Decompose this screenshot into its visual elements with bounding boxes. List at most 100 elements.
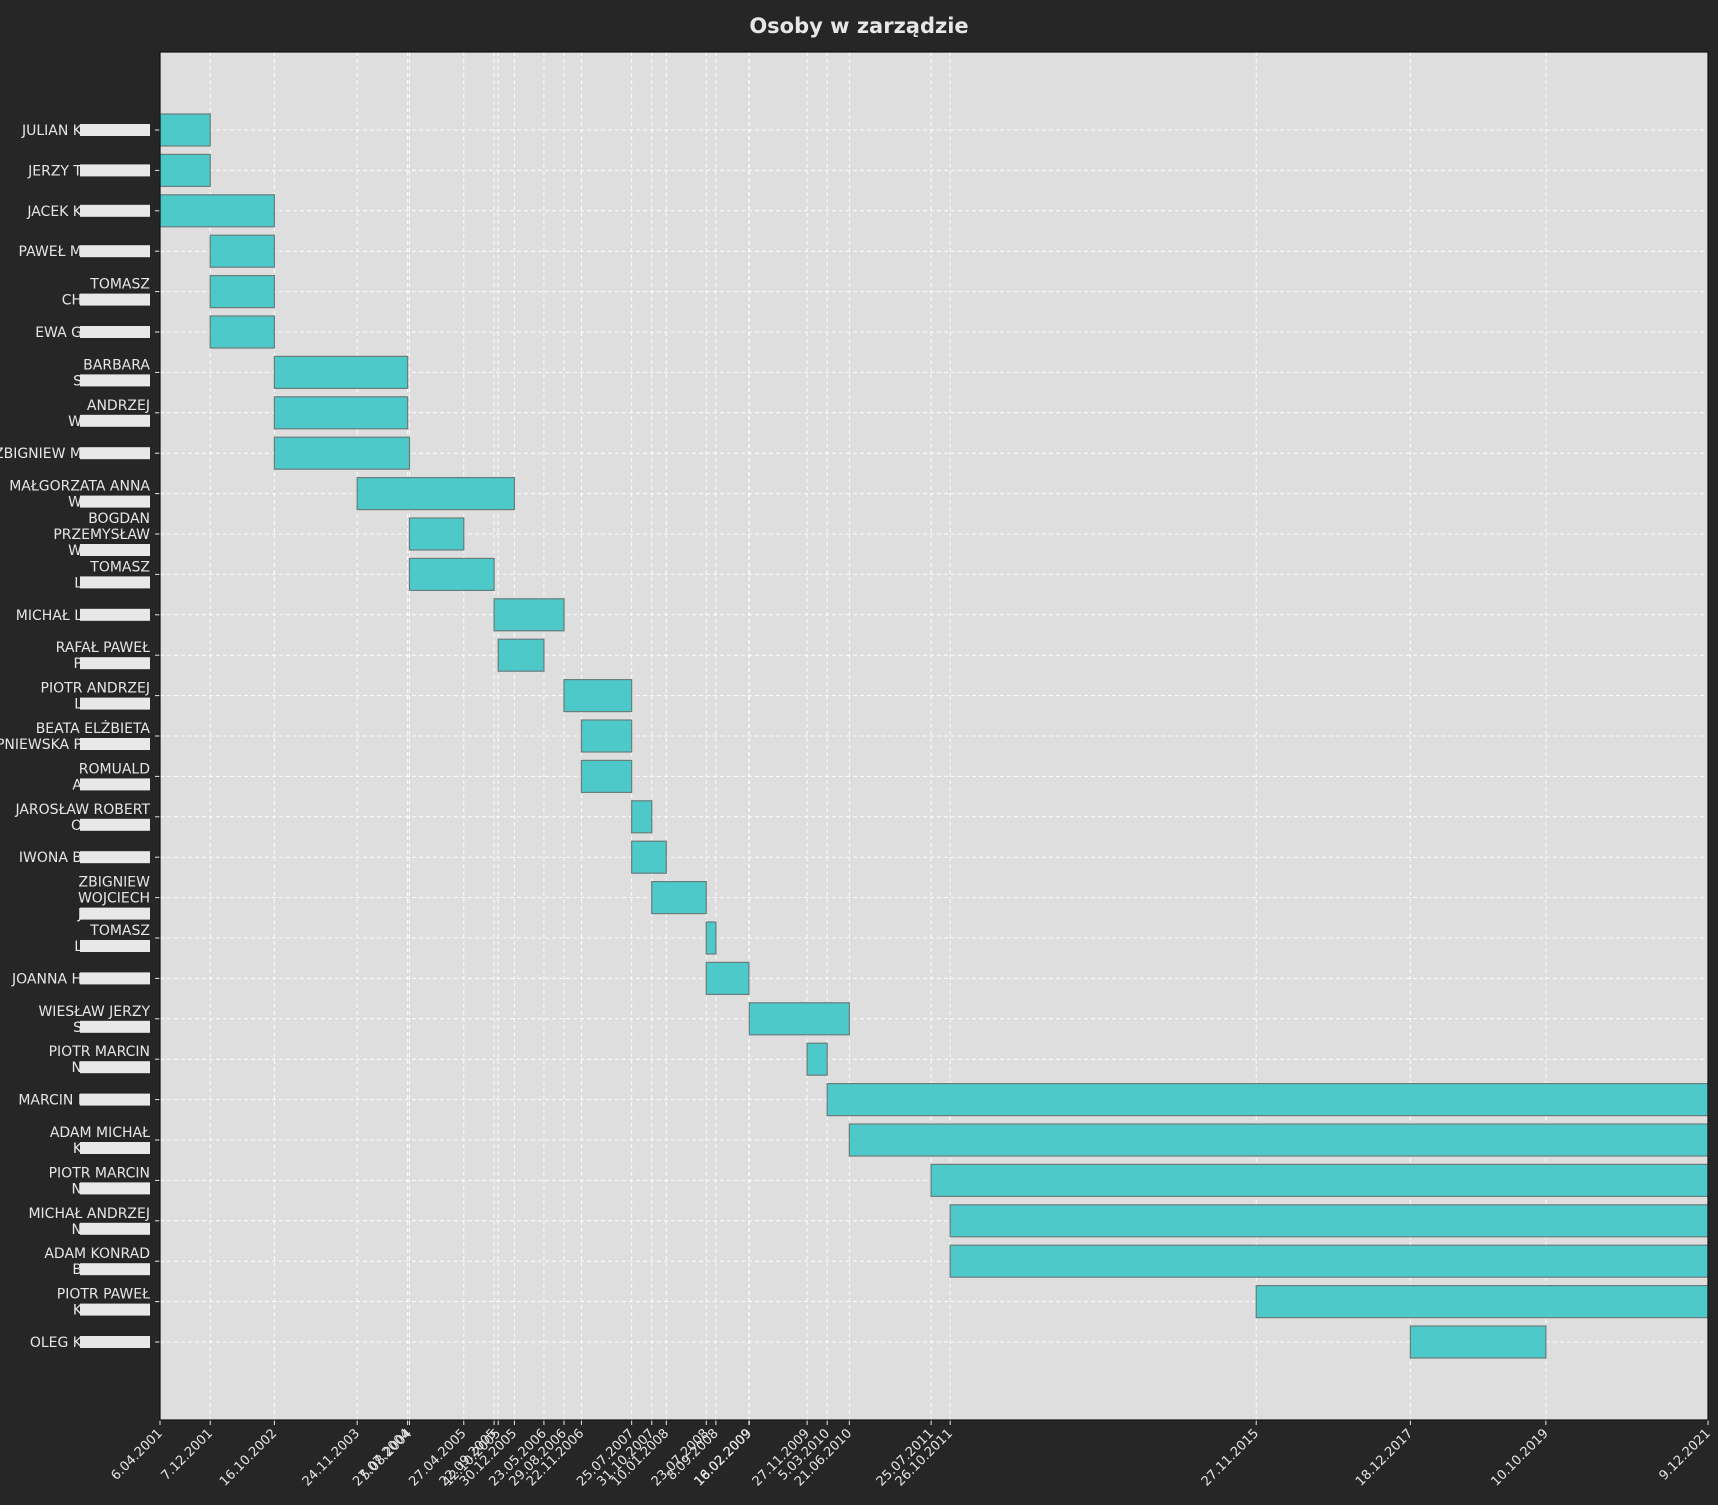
person-label: L (74, 575, 82, 591)
person-label: J (77, 907, 82, 923)
person-label: CH (62, 293, 82, 309)
name-redaction (80, 204, 150, 217)
person-label: S (73, 373, 82, 389)
name-redaction (80, 1263, 150, 1276)
gantt-bar (209, 315, 275, 349)
person-label: TOMASZ (89, 559, 150, 575)
person-label: MAŁGORZATA ANNA (9, 479, 150, 495)
person-label: ROMUALD (79, 761, 150, 777)
name-redaction (80, 326, 150, 338)
x-tick-label: 6.04.2001 (108, 1426, 165, 1483)
gantt-bar (806, 1042, 828, 1076)
gantt-bar (273, 396, 409, 430)
gantt-bar (493, 598, 565, 632)
gantt-bar (497, 638, 545, 672)
person-label: PRZEMYSŁAW (53, 527, 150, 543)
person-label: ADAM KONRAD (44, 1246, 150, 1262)
x-tick-label: 10.10.2019 (1488, 1426, 1551, 1489)
gantt-bar (273, 355, 409, 389)
gantt-bar (209, 234, 275, 268)
gantt-bar (159, 153, 211, 187)
person-label: JERZY T (27, 163, 82, 179)
gantt-bar (826, 1082, 1709, 1117)
name-redaction (80, 972, 150, 985)
person-label: B (72, 1262, 82, 1278)
gantt-bar (651, 880, 707, 915)
x-tick-label: 9.12.2021 (1656, 1426, 1713, 1483)
person-label: MARCIN I (18, 1093, 82, 1109)
person-label: O (71, 818, 82, 834)
x-tick-label: 27.11.2015 (1199, 1426, 1262, 1489)
person-label: MICHAŁ ANDRZEJ (28, 1206, 150, 1222)
person-label: BOGDAN (88, 511, 150, 527)
person-label: TOMASZ (89, 923, 150, 939)
name-redaction (80, 1303, 150, 1316)
gantt-bar (949, 1244, 1709, 1278)
gantt-bar (1255, 1284, 1709, 1319)
name-redaction (80, 1020, 150, 1033)
person-label: N (72, 1222, 82, 1238)
gantt-bar (408, 517, 465, 551)
name-redaction (80, 164, 150, 177)
name-redaction (80, 608, 150, 621)
name-redaction (80, 414, 150, 427)
name-redaction (80, 1093, 150, 1106)
name-redaction (80, 657, 150, 670)
person-label: BARBARA (83, 357, 150, 373)
x-tick-label: 16.10.2002 (217, 1426, 280, 1489)
person-label: PAWEŁ M (19, 244, 82, 260)
name-redaction (80, 851, 150, 864)
person-label: WOJCIECH (78, 891, 150, 907)
person-label: L (74, 939, 82, 955)
x-tick-label: 18.12.2017 (1353, 1426, 1416, 1489)
name-redaction (80, 1336, 150, 1348)
person-label: PIOTR MARCIN (49, 1165, 150, 1181)
person-label: ZBIGNIEW M (0, 446, 82, 462)
name-redaction (80, 447, 150, 460)
person-label: A (72, 777, 82, 793)
person-label: BEATA ELŻBIETA (36, 719, 151, 737)
gantt-bar (631, 840, 667, 874)
gantt-bar (848, 1123, 1709, 1157)
name-redaction (80, 907, 150, 920)
name-redaction (80, 576, 150, 589)
gantt-bar (356, 477, 516, 511)
person-label: PIOTR MARCIN (49, 1044, 150, 1060)
person-label: W (68, 543, 82, 559)
person-label: JULIAN K (21, 123, 83, 139)
person-label: W (68, 495, 82, 511)
person-label: S (73, 1020, 82, 1036)
person-label: PNIEWSKA P (0, 737, 82, 753)
person-label: W (68, 414, 82, 430)
gantt-bar (949, 1204, 1709, 1238)
person-label: K (73, 1141, 83, 1157)
gantt-bar (631, 800, 653, 834)
person-label: ANDRZEJ (87, 398, 150, 414)
name-redaction (80, 245, 150, 258)
name-redaction (80, 124, 150, 136)
gantt-bar (580, 719, 633, 753)
name-redaction (80, 738, 150, 750)
name-redaction (80, 778, 150, 791)
name-redaction (80, 1222, 150, 1235)
gantt-bar (1409, 1325, 1547, 1359)
gantt-bar (748, 1002, 850, 1036)
gantt-bar (159, 194, 275, 228)
name-redaction (80, 697, 150, 710)
gantt-bar (408, 557, 495, 592)
person-label: WIESŁAW JERZY (38, 1004, 150, 1020)
person-label: PIOTR PAWEŁ (57, 1287, 150, 1303)
x-tick-label: 5.08.2004 (358, 1426, 415, 1483)
name-redaction (80, 940, 150, 952)
gantt-bar (580, 759, 633, 794)
person-label: P (74, 656, 82, 672)
gantt-bar (159, 113, 211, 147)
name-redaction (80, 293, 150, 306)
person-label: N (72, 1060, 82, 1076)
gantt-bar (273, 436, 411, 470)
name-redaction (80, 1182, 150, 1195)
gantt-bar (705, 961, 750, 996)
plot-border (159, 51, 1709, 1421)
name-redaction (80, 1061, 150, 1074)
